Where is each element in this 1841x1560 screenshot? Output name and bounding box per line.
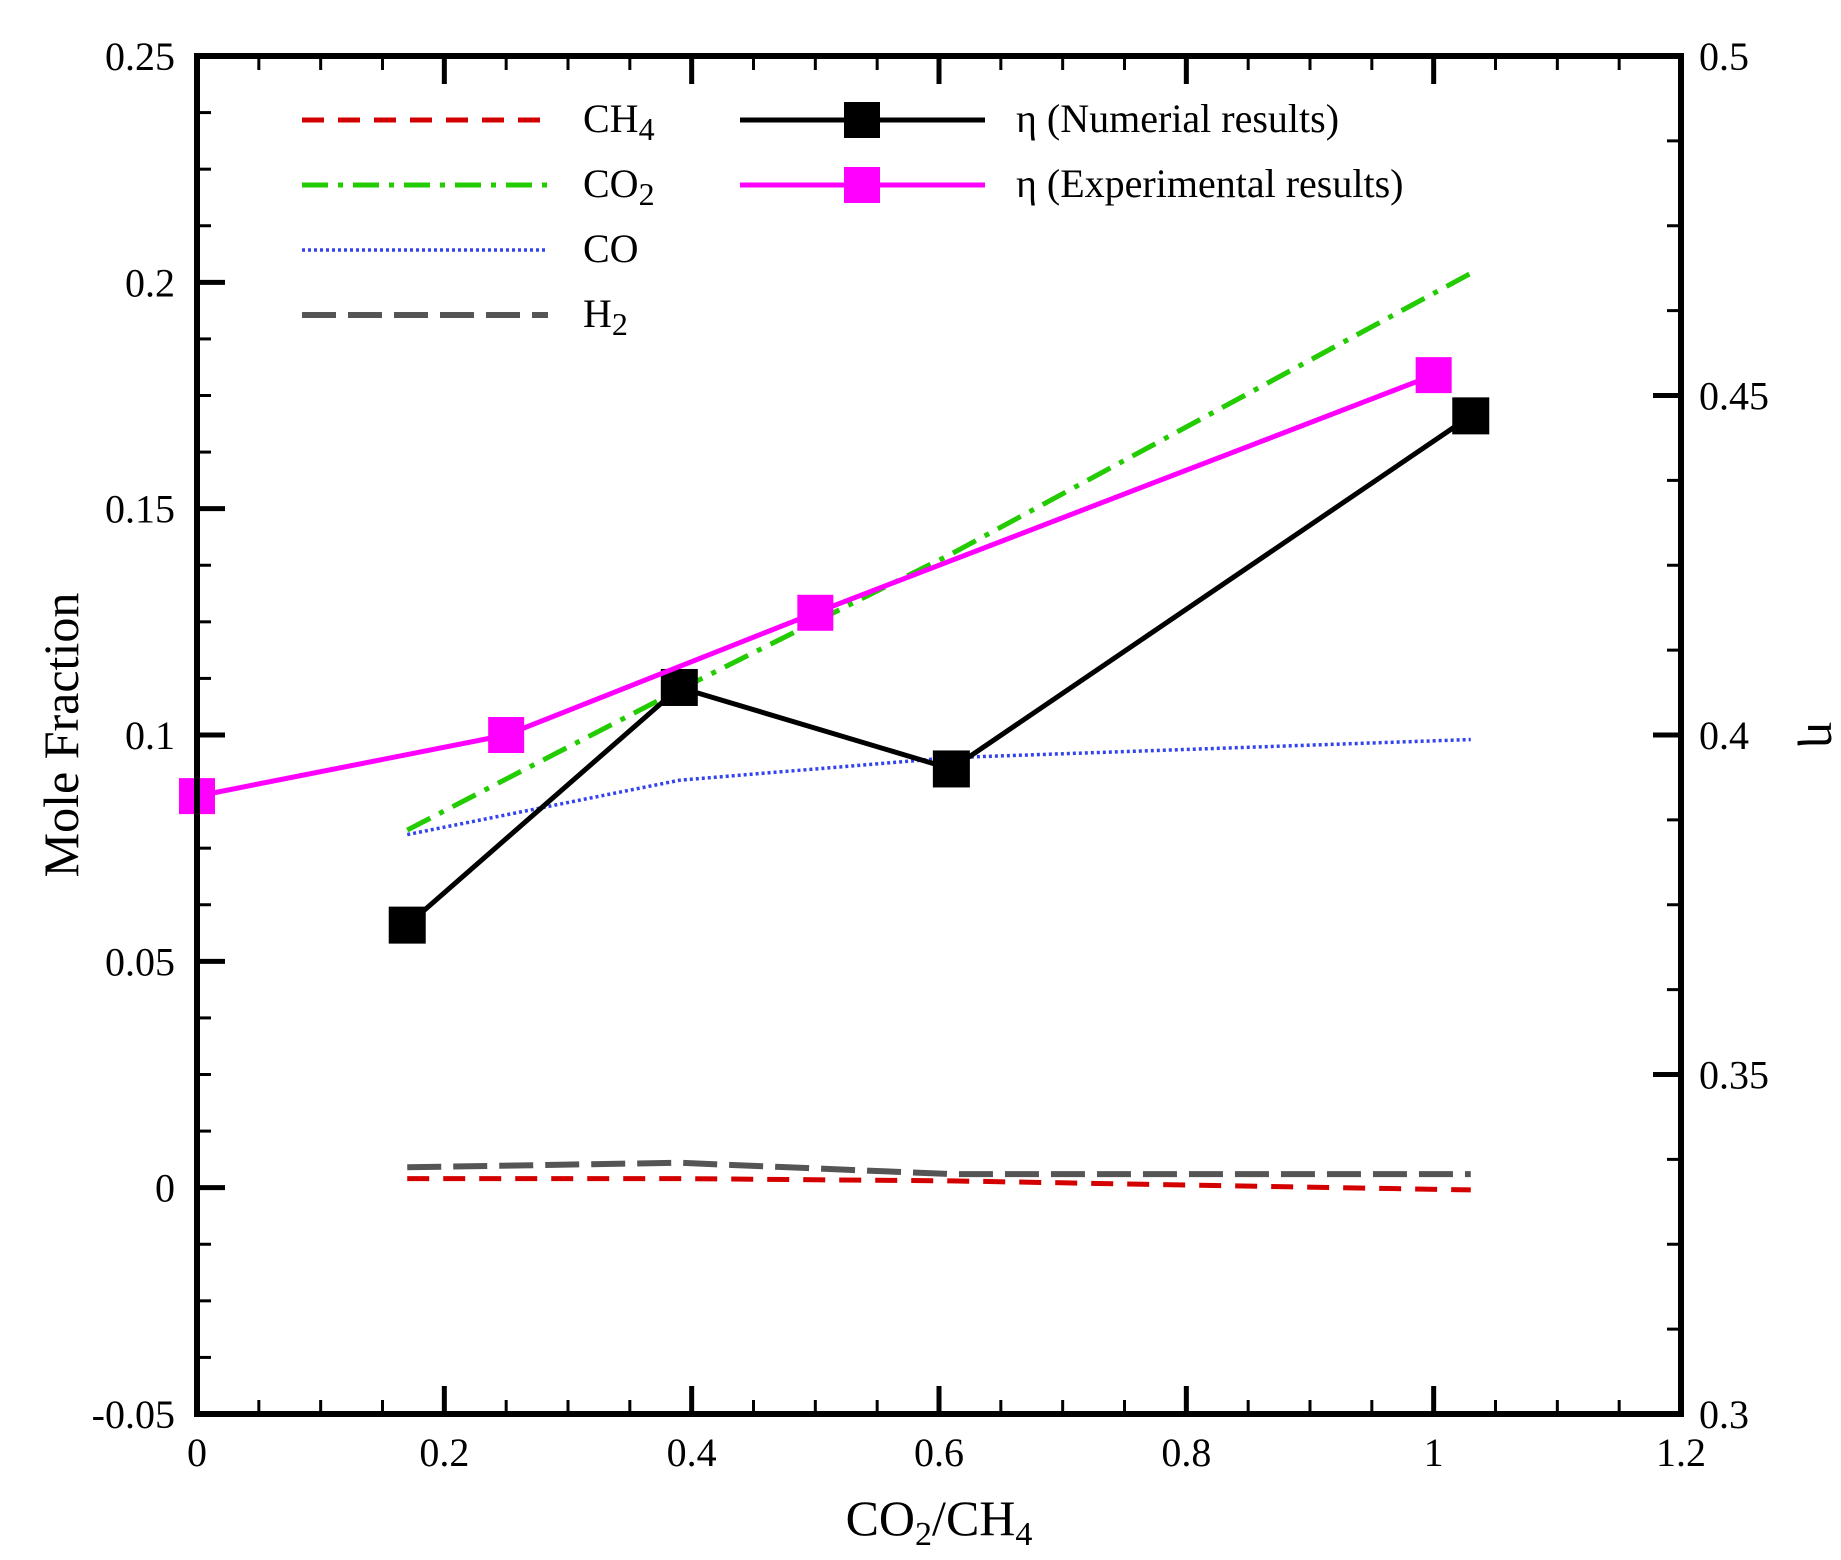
y-right-tick-label: 0.4: [1699, 713, 1749, 758]
plot-frame: [194, 53, 1684, 1417]
x-tick-label: 0.2: [419, 1430, 469, 1475]
y-left-tick-label: 0: [155, 1166, 175, 1211]
x-tick-label: 0.4: [667, 1430, 717, 1475]
legend-label: η (Experimental results): [1016, 161, 1403, 206]
y-right-tick-label: 0.5: [1699, 34, 1749, 79]
y-axis-left-title: Mole Fraction: [33, 593, 89, 878]
legend-label: η (Numerial results): [1016, 96, 1339, 141]
x-axis-title: CO2/CH4: [846, 1490, 1033, 1553]
legend-marker: [844, 167, 880, 203]
series-layer: [179, 271, 1490, 1193]
series-line--experimental-results-: [196, 372, 1435, 799]
series-line-ch4: [407, 1176, 1471, 1193]
y-axis-right-title: η: [1797, 722, 1841, 748]
x-tick-label: 0: [187, 1430, 207, 1475]
series-line-co2: [406, 271, 1472, 833]
series-line--numerial-results-: [405, 413, 1473, 928]
tick-labels: 0 0.2 0.4 0.6 0.8 1 1.2 -0.05 0 0.05 0.1 0.15 0.2 0.2…: [92, 34, 1769, 1475]
y-right-tick-label: 0.45: [1699, 374, 1769, 419]
series-line-h2: [407, 1159, 1471, 1178]
data-point: [1415, 357, 1452, 394]
data-point: [797, 594, 834, 631]
legend: CH4 CO2 CO H2 η (Numerial results) η (Experim…: [302, 96, 1403, 342]
legend-label: H2: [583, 291, 628, 342]
legend-label: CO: [583, 226, 639, 271]
x-tick-label: 1: [1424, 1430, 1444, 1475]
data-point: [1452, 397, 1490, 435]
x-tick-label: 0.8: [1161, 1430, 1211, 1475]
data-point: [488, 717, 525, 753]
x-tick-label: 0.6: [914, 1430, 964, 1475]
data-point: [932, 750, 970, 788]
data-point: [388, 906, 426, 944]
tick-marks: [194, 53, 1684, 1417]
y-left-tick-label: 0.2: [125, 260, 175, 305]
y-left-tick-label: 0.15: [105, 487, 175, 532]
y-right-tick-label: 0.3: [1699, 1392, 1749, 1437]
legend-label: CO2: [583, 161, 655, 212]
y-left-tick-label: 0.05: [105, 939, 175, 984]
y-left-tick-label: 0.25: [105, 34, 175, 79]
data-point: [660, 668, 698, 706]
y-left-tick-label: 0.1: [125, 713, 175, 758]
y-right-tick-label: 0.35: [1699, 1053, 1769, 1098]
legend-marker: [844, 102, 880, 138]
y-left-tick-label: -0.05: [92, 1392, 175, 1437]
legend-label: CH4: [583, 96, 655, 147]
x-tick-label: 1.2: [1656, 1430, 1706, 1475]
